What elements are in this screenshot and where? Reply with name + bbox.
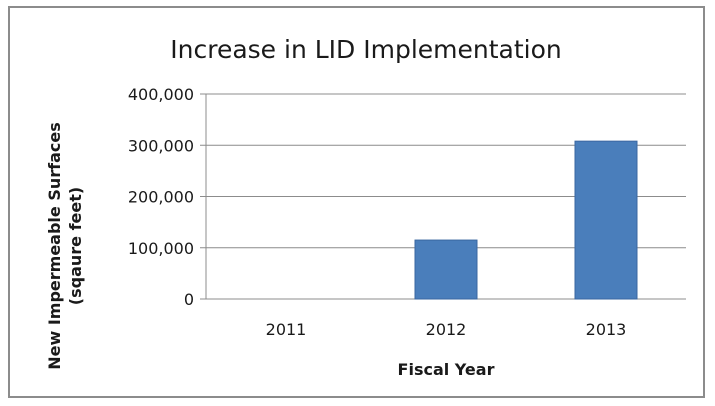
- bar-chart: Increase in LID Implementation 0 100,000 2…: [45, 35, 686, 379]
- x-axis-title: Fiscal Year: [398, 360, 495, 379]
- chart-frame: Increase in LID Implementation 0 100,000 2…: [8, 6, 705, 398]
- y-axis-title: New Impermeable Surfaces (sqaure feet): [45, 122, 85, 370]
- bars: [414, 140, 638, 300]
- x-tick-label-2013: 2013: [586, 320, 627, 339]
- y-tick-label: 0: [184, 290, 194, 309]
- y-axis-title-line-1: New Impermeable Surfaces: [45, 122, 64, 370]
- y-tick-label: 100,000: [128, 239, 194, 258]
- bar-2013: [574, 140, 638, 300]
- x-tick-label-2011: 2011: [266, 320, 307, 339]
- bar-2012: [414, 239, 478, 300]
- chart-title: Increase in LID Implementation: [170, 35, 562, 64]
- y-tick-label: 400,000: [128, 85, 194, 104]
- x-tick-label-2012: 2012: [426, 320, 467, 339]
- x-axis-ticks: 2011 2012 2013: [266, 320, 627, 339]
- y-axis-title-line-2: (sqaure feet): [66, 187, 85, 305]
- y-axis-ticks: 0 100,000 200,000 300,000 400,000: [128, 85, 194, 309]
- y-tick-label: 200,000: [128, 188, 194, 207]
- y-tick-label: 300,000: [128, 136, 194, 155]
